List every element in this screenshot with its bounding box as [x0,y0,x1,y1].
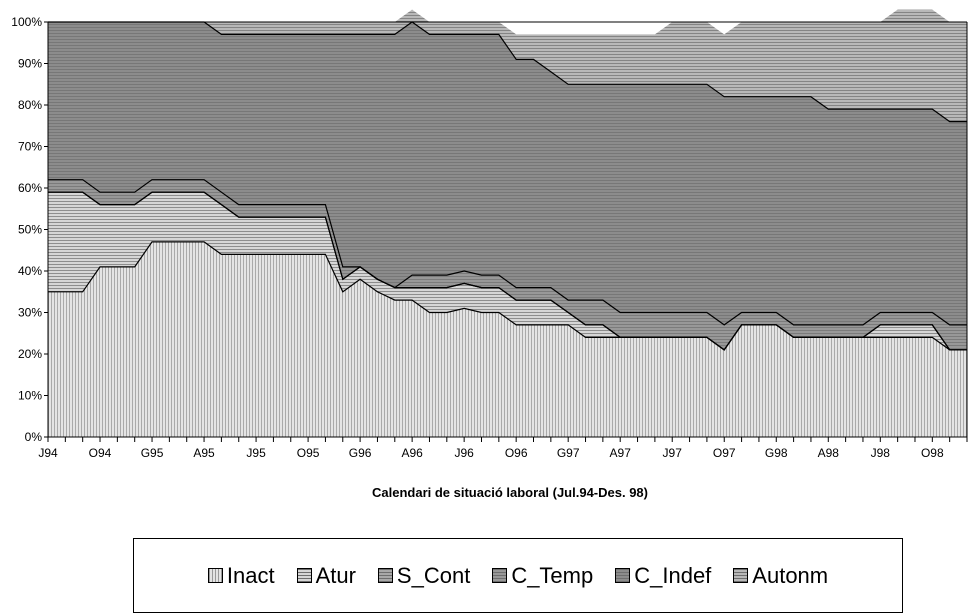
x-tick-label: J98 [871,446,891,460]
y-tick-label: 20% [18,347,42,361]
legend-label: C_Temp [511,562,594,588]
y-tick-label: 50% [18,223,42,237]
x-tick-label: J97 [663,446,683,460]
y-tick-label: 10% [18,389,42,403]
axes: 0% 10% 20% 30% 40% 50% 60% 70% 80% 90% 100% J94 O94 G… [11,15,968,460]
legend-item-s-cont: S_Cont [377,562,471,589]
legend-swatch [492,568,508,583]
area-c-temp [48,179,967,350]
x-tick-label: G96 [349,446,372,460]
x-tick-label: O95 [297,446,320,460]
legend-swatch [733,568,749,583]
legend-swatch [377,568,393,583]
outline-layer [48,21,967,351]
legend-item-autonm: Autonm [733,563,828,589]
y-tick-label: 80% [18,98,42,112]
x-tick-label: A98 [818,446,840,460]
x-tick-label: J96 [454,446,474,460]
legend-item-c-temp: C_Temp [492,563,593,589]
legend-label: Autonm [752,562,829,588]
legend-item-c-indef: C_Indef [615,563,711,589]
x-tick-label: J95 [246,446,266,460]
legend-item-inact: Inact [207,562,275,589]
area-layer [48,9,967,437]
x-tick-label: O96 [505,446,528,460]
x-axis-label: Calendari de situació laboral (Jul.94-De… [372,485,648,500]
x-tick-label: J94 [38,446,58,460]
y-tick-label: 100% [11,15,42,29]
x-tick-label: A95 [193,446,215,460]
legend-label: Inact [226,562,275,588]
y-tick-label: 70% [18,140,42,154]
legend-swatch [615,568,631,583]
y-tick-label: 0% [25,430,43,444]
area-atur [48,192,967,350]
x-tick-label: O97 [713,446,736,460]
chart: 0% 10% 20% 30% 40% 50% 60% 70% 80% 90% 100% J94 O94 G… [11,9,968,500]
legend-label: Atur [315,562,356,588]
legend-label: S_Cont [396,562,471,588]
legend: Inact Atur S_Cont C_Temp C_Indef Autonm [133,538,903,613]
legend-item-atur: Atur [296,562,356,589]
y-tick-label: 40% [18,264,42,278]
x-tick-label: O98 [921,446,944,460]
x-tick-label: A96 [401,446,423,460]
x-tick-label: G95 [141,446,164,460]
series-boundary-c-temp [48,179,967,326]
legend-swatch [296,568,312,583]
legend-swatch [207,568,223,583]
area-c-indef [48,22,967,325]
x-tick-label: A97 [610,446,632,460]
area-inact [48,241,967,437]
y-tick-label: 90% [18,57,42,71]
legend-label: C_Indef [634,562,712,588]
y-tick-label: 30% [18,306,42,320]
x-tick-label: G98 [765,446,788,460]
x-tick-label: O94 [89,446,112,460]
y-tick-label: 60% [18,181,42,195]
area-autonm [48,9,967,122]
x-tick-label: G97 [557,446,580,460]
series-boundary-s-cont [48,191,967,351]
